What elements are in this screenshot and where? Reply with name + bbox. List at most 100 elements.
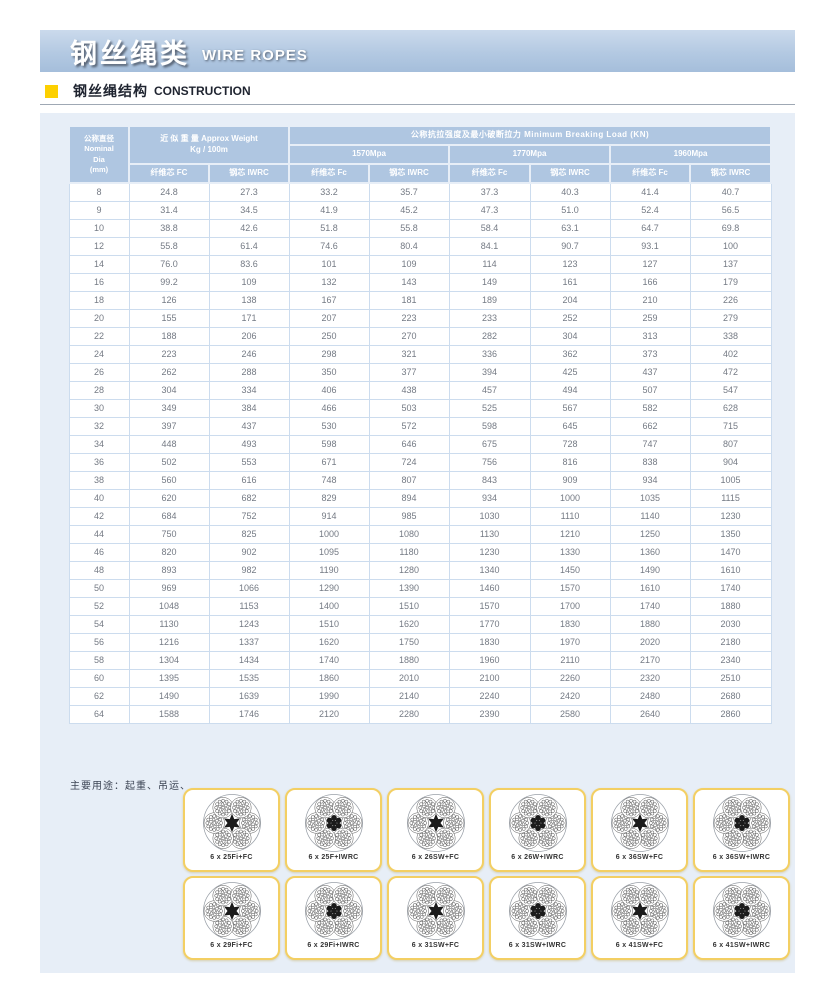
value-cell: 2340 [689, 650, 772, 670]
value-cell: 123 [529, 254, 611, 274]
value-cell: 138 [208, 290, 290, 310]
value-cell: 262 [128, 362, 210, 382]
rope-cross-section-image [610, 882, 669, 940]
value-cell: 204 [529, 290, 611, 310]
table-row: 52 1048 1153 1400 1510 1570 1700 1740 1880 [68, 596, 772, 616]
value-cell: 1570 [448, 596, 531, 616]
value-cell: 2110 [529, 650, 611, 670]
value-cell: 336 [448, 344, 531, 364]
value-cell: 2860 [689, 704, 772, 724]
value-cell: 507 [609, 380, 691, 400]
dia-cell: 28 [68, 380, 130, 400]
rope-type-label: 6 x 31SW+IWRC [508, 942, 567, 949]
value-cell: 969 [128, 578, 210, 598]
value-cell: 982 [208, 560, 290, 580]
section-header: 钢丝绳结构 CONSTRUCTION [45, 82, 251, 100]
rope-type-label: 6 x 26W+IWRC [511, 854, 564, 861]
value-cell: 1639 [208, 686, 290, 706]
value-cell: 1740 [609, 596, 691, 616]
dia-cell: 18 [68, 290, 130, 310]
value-cell: 56.5 [689, 200, 772, 220]
value-cell: 1243 [208, 614, 290, 634]
value-cell: 1510 [368, 596, 450, 616]
dia-cell: 60 [68, 668, 130, 688]
value-cell: 2280 [368, 704, 450, 724]
table-row: 42 684 752 914 985 1030 1110 1140 1230 [68, 506, 772, 526]
rope-cross-section-image [610, 794, 669, 852]
value-cell: 1830 [448, 632, 531, 652]
rope-card: 6 x 31SW+FC [387, 876, 484, 960]
value-cell: 40.3 [529, 182, 611, 202]
value-cell: 83.6 [208, 254, 290, 274]
rope-card: 6 x 29Fi+IWRC [285, 876, 382, 960]
table-row: 32 397 437 530 572 598 645 662 715 [68, 416, 772, 436]
dia-cell: 30 [68, 398, 130, 418]
value-cell: 750 [128, 524, 210, 544]
table-row: 10 38.8 42.6 51.8 55.8 58.4 63.1 64.7 69.8 [68, 218, 772, 238]
section-title-zh: 钢丝绳结构 [73, 83, 148, 99]
value-cell: 55.8 [368, 218, 450, 238]
value-cell: 270 [368, 326, 450, 346]
table-row: 44 750 825 1000 1080 1130 1210 1250 1350 [68, 524, 772, 544]
col-header-nominal-dia: 公称直径 Nominal Dia (mm) [68, 125, 130, 184]
rope-card: 6 x 41SW+IWRC [693, 876, 790, 960]
value-cell: 41.4 [609, 182, 691, 202]
rope-cross-section-image [712, 882, 771, 940]
dia-header-line3: Dia [93, 154, 105, 164]
rope-card: 6 x 25F+IWRC [285, 788, 382, 872]
value-cell: 438 [368, 380, 450, 400]
usage-note: 主要用途：起重、吊运、 [70, 781, 191, 792]
value-cell: 2170 [609, 650, 691, 670]
value-cell: 646 [368, 434, 450, 454]
value-cell: 394 [448, 362, 531, 382]
value-cell: 437 [208, 416, 290, 436]
value-cell: 1130 [448, 524, 531, 544]
col-header-approx-weight: 近 似 重 量 Approx Weight Kg / 100m [127, 125, 291, 165]
value-cell: 1490 [609, 560, 691, 580]
dia-cell: 52 [68, 596, 130, 616]
value-cell: 894 [368, 488, 450, 508]
value-cell: 645 [529, 416, 611, 436]
page-title-banner: 钢丝绳类 WIRE ROPES [40, 30, 795, 72]
value-cell: 1080 [368, 524, 450, 544]
rope-cross-section-image [508, 794, 567, 852]
sub-header-1960-iwrc: 钢芯 IWRC [689, 163, 773, 184]
value-cell: 1066 [208, 578, 290, 598]
table-row: 64 1588 1746 2120 2280 2390 2580 2640 2860 [68, 704, 772, 724]
value-cell: 167 [288, 290, 370, 310]
value-cell: 1340 [448, 560, 531, 580]
value-cell: 406 [288, 380, 370, 400]
value-cell: 1535 [208, 668, 290, 688]
dia-cell: 12 [68, 236, 130, 256]
value-cell: 2510 [689, 668, 772, 688]
value-cell: 448 [128, 434, 210, 454]
value-cell: 349 [128, 398, 210, 418]
value-cell: 1190 [288, 560, 370, 580]
value-cell: 671 [288, 452, 370, 472]
value-cell: 2010 [368, 668, 450, 688]
value-cell: 166 [609, 272, 691, 292]
value-cell: 1230 [448, 542, 531, 562]
value-cell: 825 [208, 524, 290, 544]
value-cell: 101 [288, 254, 370, 274]
value-cell: 1030 [448, 506, 531, 526]
value-cell: 188 [128, 326, 210, 346]
value-cell: 189 [448, 290, 531, 310]
rope-cross-section-image [202, 882, 261, 940]
table-row: 56 1216 1337 1620 1750 1830 1970 2020 2180 [68, 632, 772, 652]
weight-header-line1: 近 似 重 量 Approx Weight [160, 134, 258, 144]
value-cell: 1115 [689, 488, 772, 508]
value-cell: 525 [448, 398, 531, 418]
rope-card: 6 x 36SW+FC [591, 788, 688, 872]
rope-cross-section-image [508, 882, 567, 940]
value-cell: 1390 [368, 578, 450, 598]
rope-type-label: 6 x 25F+IWRC [308, 854, 359, 861]
value-cell: 76.0 [128, 254, 210, 274]
value-cell: 1000 [529, 488, 611, 508]
rope-cross-section-image [304, 882, 363, 940]
value-cell: 52.4 [609, 200, 691, 220]
value-cell: 69.8 [689, 218, 772, 238]
value-cell: 752 [208, 506, 290, 526]
value-cell: 171 [208, 308, 290, 328]
value-cell: 252 [529, 308, 611, 328]
